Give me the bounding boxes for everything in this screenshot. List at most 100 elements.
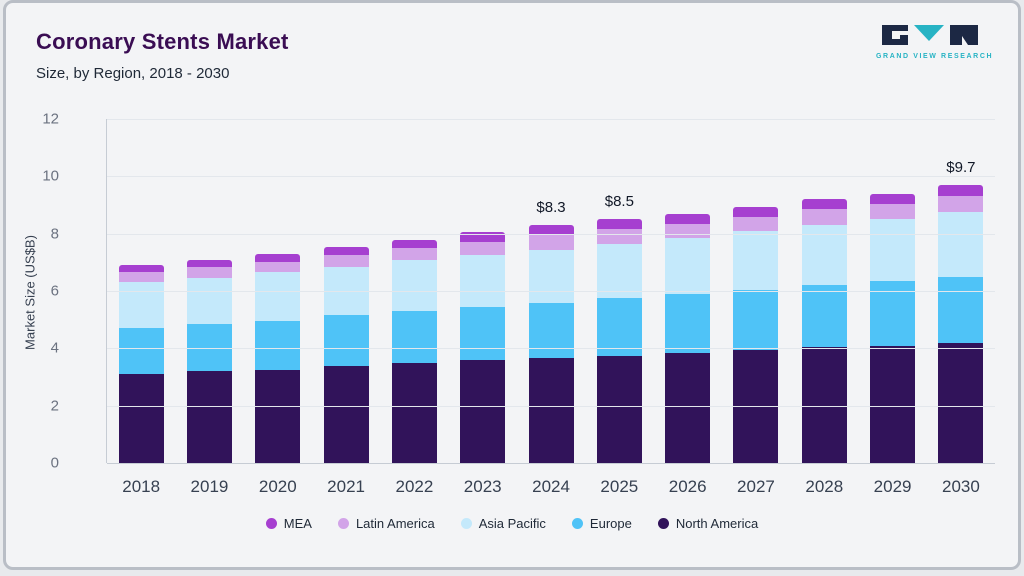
bar-segment-mea bbox=[596, 219, 642, 230]
legend-swatch bbox=[337, 518, 349, 529]
bar-segment-latin-america bbox=[391, 247, 437, 260]
bar-segment-europe bbox=[186, 324, 232, 372]
bar-segment-mea bbox=[391, 239, 437, 248]
bar-slot-2020: 2020 bbox=[244, 119, 312, 496]
bar-segment-europe bbox=[460, 306, 506, 360]
bar-segment-latin-america bbox=[528, 235, 574, 250]
bar-slot-2030: $9.7 2030 bbox=[927, 119, 995, 496]
bar-segment-asia-pacific bbox=[186, 278, 232, 325]
gridline bbox=[107, 176, 995, 178]
x-tick-label: 2027 bbox=[737, 477, 775, 496]
bar-segment-mea bbox=[460, 232, 506, 242]
gridline bbox=[107, 463, 995, 464]
x-tick-label: 2018 bbox=[122, 477, 161, 496]
bar-segment-mea bbox=[733, 206, 779, 217]
stacked-bar-2019 bbox=[186, 259, 232, 463]
bar-segment-mea bbox=[870, 193, 916, 204]
x-tick-label: 2026 bbox=[668, 477, 707, 496]
bar-segment-asia-pacific bbox=[255, 272, 301, 322]
x-tick-label: 2020 bbox=[258, 477, 297, 496]
legend-swatch bbox=[571, 518, 583, 529]
bar-segment-north-america bbox=[391, 362, 437, 463]
gridline bbox=[107, 119, 995, 120]
bar-slot-2021: 2021 bbox=[312, 119, 380, 496]
legend-label: North America bbox=[675, 516, 759, 531]
bar-segment-latin-america bbox=[118, 272, 164, 283]
bar-segment-europe bbox=[323, 315, 369, 366]
x-tick-label: 2025 bbox=[600, 477, 639, 496]
plot-area: 2018 2019 2020 2021 2022 2023 $8.3 2024 $8.5 2025… bbox=[42, 111, 995, 496]
x-tick-label: 2024 bbox=[532, 477, 570, 496]
bar-segment-asia-pacific bbox=[801, 225, 847, 286]
bar-segment-mea bbox=[665, 213, 711, 224]
bar-segment-europe bbox=[733, 289, 779, 350]
bar-segment-north-america bbox=[870, 345, 916, 463]
bar-segment-asia-pacific bbox=[323, 266, 369, 316]
x-tick-label: 2023 bbox=[463, 477, 502, 496]
bar-segment-asia-pacific bbox=[391, 259, 437, 312]
bar-slot-2018: 2018 bbox=[107, 119, 175, 496]
gridline bbox=[107, 405, 995, 407]
legend-item-north-america: North America bbox=[657, 516, 759, 531]
bar-slot-2023: 2023 bbox=[449, 119, 517, 496]
stacked-bar-2018 bbox=[118, 265, 164, 463]
bar-segment-mea bbox=[528, 225, 574, 236]
legend-swatch bbox=[460, 518, 472, 529]
bar-segment-asia-pacific bbox=[596, 243, 642, 299]
y-tick-label: 8 bbox=[50, 225, 59, 243]
bar-slot-2024: $8.3 2024 bbox=[517, 119, 585, 496]
legend-item-mea: MEA bbox=[265, 516, 312, 531]
y-tick-label: 12 bbox=[42, 110, 59, 128]
bar-segment-latin-america bbox=[323, 254, 369, 267]
bar-segment-europe bbox=[391, 311, 437, 363]
y-tick-label: 4 bbox=[50, 339, 59, 357]
bars-container: 2018 2019 2020 2021 2022 2023 $8.3 2024 $8.5 2025… bbox=[107, 119, 995, 496]
y-tick-label: 2 bbox=[50, 397, 59, 415]
bar-segment-mea bbox=[118, 265, 164, 273]
bar-segment-latin-america bbox=[870, 203, 916, 220]
bar-segment-latin-america bbox=[255, 261, 301, 273]
legend-label: MEA bbox=[283, 516, 312, 531]
x-tick-label: 2029 bbox=[873, 477, 912, 496]
bar-slot-2025: $8.5 2025 bbox=[585, 119, 653, 496]
legend-label: Europe bbox=[589, 516, 632, 531]
bar-segment-north-america bbox=[255, 369, 301, 463]
legend: MEA Latin America Asia Pacific Europe North … bbox=[6, 516, 1018, 531]
bar-segment-europe bbox=[665, 293, 711, 353]
bar-slot-2026: 2026 bbox=[654, 119, 722, 496]
bar-segment-latin-america bbox=[665, 223, 711, 238]
stacked-bar-2024 bbox=[528, 225, 574, 463]
bar-slot-2028: 2028 bbox=[790, 119, 858, 496]
bar-segment-europe bbox=[801, 285, 847, 347]
x-tick-label: 2021 bbox=[327, 477, 365, 496]
stacked-bar-2020 bbox=[255, 253, 301, 463]
bar-segment-europe bbox=[528, 302, 574, 359]
x-tick-label: 2019 bbox=[190, 477, 229, 496]
stacked-bar-2022 bbox=[391, 239, 437, 463]
stacked-bar-2023 bbox=[460, 232, 506, 463]
chart-subtitle: Size, by Region, 2018 - 2030 bbox=[36, 65, 230, 82]
bar-segment-asia-pacific bbox=[118, 282, 164, 329]
y-tick-label: 10 bbox=[42, 167, 59, 185]
bar-segment-latin-america bbox=[460, 241, 506, 256]
stacked-bar-2027 bbox=[733, 206, 779, 463]
stacked-bar-2021 bbox=[323, 246, 369, 463]
stacked-bar-2030 bbox=[938, 184, 984, 463]
legend-item-asia-pacific: Asia Pacific bbox=[460, 516, 546, 531]
legend-swatch bbox=[265, 518, 277, 529]
y-tick-label: 6 bbox=[50, 282, 59, 300]
legend-swatch bbox=[657, 518, 669, 529]
stacked-bar-2029 bbox=[870, 193, 916, 463]
value-annotation: $8.3 bbox=[536, 199, 566, 217]
stacked-bar-2025 bbox=[596, 219, 642, 463]
page-title: Coronary Stents Market bbox=[36, 29, 289, 54]
bar-segment-north-america bbox=[460, 359, 506, 463]
bar-segment-mea bbox=[323, 246, 369, 255]
value-annotation: $9.7 bbox=[946, 158, 976, 176]
gridline bbox=[107, 348, 995, 350]
bar-segment-north-america bbox=[665, 352, 711, 463]
bar-segment-north-america bbox=[528, 358, 574, 463]
bar-slot-2019: 2019 bbox=[175, 119, 243, 496]
bar-segment-asia-pacific bbox=[870, 219, 916, 281]
bar-segment-mea bbox=[801, 199, 847, 210]
